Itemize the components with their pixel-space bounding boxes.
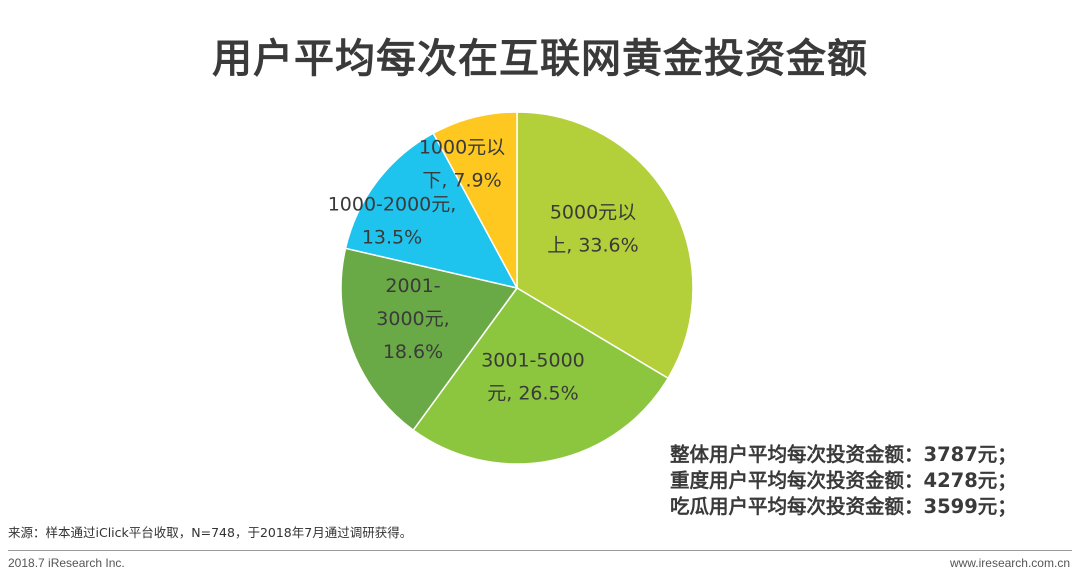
pie-slice-label-line: 3000元, [376, 308, 449, 330]
pie-slice-label-line: 1000-2000元, [328, 194, 457, 216]
page-title: 用户平均每次在互联网黄金投资金额 [212, 36, 868, 82]
pie-slice-4 [432, 111, 518, 289]
summary-box: 整体用户平均每次投资金额：3787元； 重度用户平均每次投资金额：4278元； … [670, 442, 1030, 520]
pie-slice-label-1: 3001-5000 元, 26.5% [481, 350, 585, 405]
summary-line-overall: 整体用户平均每次投资金额：3787元； [670, 443, 1017, 466]
pie-slice-3 [344, 132, 519, 290]
pie-slice-label-line: 13.5% [362, 227, 422, 249]
pie-slice-label-line: 18.6% [383, 341, 443, 363]
pie-slice-0 [516, 111, 694, 380]
pie-slice-1 [412, 287, 670, 465]
pie-slice-label-line: 元, 26.5% [487, 383, 578, 405]
footer-divider [8, 550, 1072, 551]
pie-slice-label-2: 2001- 3000元, 18.6% [376, 275, 449, 363]
pie-slice-label-line: 3001-5000 [481, 350, 585, 372]
pie-slice-label-line: 5000元以 [550, 202, 636, 224]
pie-slice-label-0: 5000元以上, 33.6% [547, 202, 638, 257]
footer-url: www.iresearch.com.cn [949, 556, 1070, 570]
source-footnote: 来源：样本通过iClick平台收取，N=748，于2018年7月通过调研获得。 [8, 525, 413, 540]
pie-slice-label-4: 1000元以下, 7.9% [419, 137, 505, 192]
footer-copyright: 2018.7 iResearch Inc. [8, 556, 125, 570]
pie-slice-label-line: 上, 33.6% [547, 235, 638, 257]
pie-slice-2 [340, 247, 519, 432]
summary-line-casual: 吃瓜用户平均每次投资金额：3599元； [670, 495, 1017, 518]
pie-slice-label-line: 2001- [385, 275, 440, 297]
pie-slice-label-3: 1000-2000元, 13.5% [328, 194, 457, 249]
summary-line-heavy: 重度用户平均每次投资金额：4278元； [670, 469, 1017, 492]
pie-slice-label-line: 下, 7.9% [422, 170, 501, 192]
pie-slice-label-line: 1000元以 [419, 137, 505, 159]
